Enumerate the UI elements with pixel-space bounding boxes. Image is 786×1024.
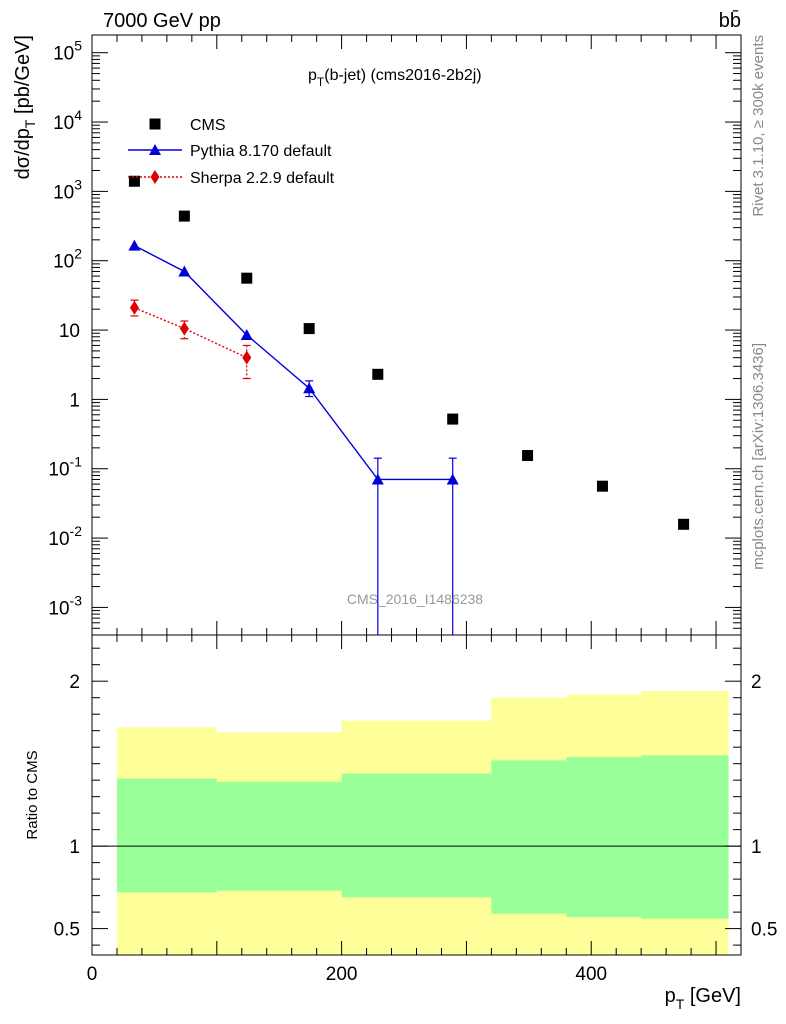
ratio-y-tick-label-left: 0.5 [54, 920, 80, 941]
ratio-y-tick-label-left: 2 [69, 672, 80, 693]
legend-marker [149, 144, 161, 155]
labels: 0 200 400 10-3 10-2 10-1 1 10 102 103 104 105 0.5 0.5… [12, 9, 777, 1012]
data-point [446, 473, 459, 485]
y-tick-label: 10-2 [48, 523, 82, 550]
energy-label: 7000 GeV pp [103, 10, 221, 32]
data-point [240, 328, 253, 340]
data-point [129, 300, 139, 315]
ratio-bands [116, 691, 729, 955]
x-tick-label: 0 [87, 964, 98, 985]
y-axis-label: dσ/dpT [pb/GeV] [12, 35, 38, 179]
analysis-watermark: CMS_2016_I1486238 [347, 591, 483, 607]
ratio-band-inner-2 [341, 773, 492, 898]
series-sherpa-2-2-9-default [129, 299, 252, 380]
ratio-y-tick-label-right: 2 [751, 672, 762, 693]
legend-label: Sherpa 2.2.9 default [190, 170, 335, 187]
data-point [128, 239, 141, 251]
y-tick-label: 10-3 [48, 592, 82, 619]
data-point [178, 210, 190, 222]
x-axis-label: pT [GeV] [665, 985, 741, 1012]
series-pythia-8-170-default [128, 239, 459, 635]
rivet-label: Rivet 3.1.10, ≥ 300k events [750, 35, 767, 217]
x-tick-label: 400 [575, 964, 607, 985]
data-point [678, 518, 690, 530]
y-tick-label: 104 [53, 107, 82, 134]
y-tick-label: 10-1 [48, 454, 82, 481]
series-cms [128, 175, 690, 530]
y-tick-label: 102 [53, 246, 82, 273]
data-point [372, 368, 384, 380]
legend: CMS Pythia 8.170 default Sherpa 2.2.9 defa… [128, 117, 335, 187]
data-point [179, 321, 189, 336]
ratio-band-inner-4 [566, 757, 642, 918]
data-point [178, 265, 191, 277]
mcplots-label: mcplots.cern.ch [arXiv:1306.3436] [750, 343, 767, 570]
data-point [371, 473, 384, 485]
process-label: bb̄ [719, 9, 741, 32]
data-point [303, 382, 316, 394]
ratio-band-inner-1 [216, 781, 342, 891]
data-point [242, 350, 252, 365]
plot-title: pT(b-jet) (cms2016-2b2j) [308, 67, 482, 89]
series-line [134, 245, 453, 481]
ratio-band-inner-0 [116, 778, 217, 893]
y-tick-label: 105 [53, 38, 82, 65]
main-axis-ticks [91, 35, 742, 636]
ratio-y-tick-label-right: 1 [751, 837, 762, 858]
ratio-y-tick-label-right: 0.5 [751, 920, 777, 941]
x-tick-label: 200 [326, 964, 358, 985]
y-tick-label: 1 [69, 390, 80, 411]
data-point [303, 323, 315, 335]
legend-label: CMS [190, 117, 226, 134]
data-point [447, 413, 459, 425]
legend-marker [149, 118, 161, 130]
series-line [134, 307, 248, 359]
legend-label: Pythia 8.170 default [190, 143, 332, 160]
data-point [596, 480, 608, 492]
series-layer [128, 175, 690, 635]
ratio-band-inner-5 [641, 755, 729, 919]
ratio-y-tick-label-left: 1 [69, 837, 80, 858]
y-tick-label: 103 [53, 176, 82, 203]
ratio-band-inner-3 [491, 760, 567, 914]
ratio-axis-ticks [91, 635, 742, 955]
y-tick-label: 10 [59, 321, 80, 342]
data-point [522, 450, 534, 462]
data-point [241, 272, 253, 284]
ratio-y-axis-label: Ratio to CMS [24, 750, 41, 839]
data-point [128, 175, 140, 187]
legend-marker [150, 170, 160, 184]
